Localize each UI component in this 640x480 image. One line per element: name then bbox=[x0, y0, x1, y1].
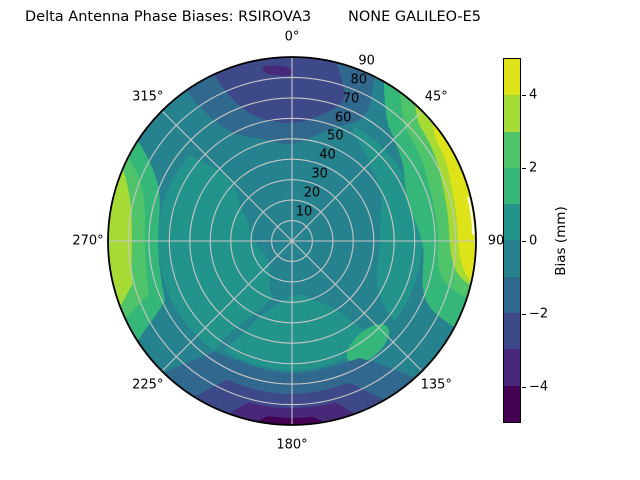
colorbar-axis-label: Bias (mm) bbox=[553, 206, 569, 276]
chart-title: Delta Antenna Phase Biases: RSIROVA3 NON… bbox=[25, 9, 482, 25]
polar-outline bbox=[107, 56, 477, 426]
grid-spoke-45-225 bbox=[161, 110, 423, 372]
colorbar-band-8 bbox=[504, 349, 520, 386]
contour-band-east-yellow bbox=[432, 122, 476, 283]
polar-grid bbox=[108, 57, 476, 425]
contour-band-south-purple bbox=[256, 416, 324, 425]
colorbar-band-3 bbox=[504, 167, 520, 205]
contour-band-west-tealgreen bbox=[157, 155, 272, 351]
contour-band-north-darkblue bbox=[214, 57, 345, 124]
contour-band-west-yellowgreen bbox=[108, 169, 133, 307]
colorbar-band-4 bbox=[504, 204, 520, 241]
colorbar-band-6 bbox=[504, 276, 520, 314]
contour-band-east-tealgreen bbox=[353, 126, 423, 322]
colorbar-band-5 bbox=[504, 240, 520, 277]
colorbar-band-2 bbox=[504, 131, 520, 168]
colorbar-band-0 bbox=[504, 59, 520, 96]
colorbar-band-1 bbox=[504, 95, 520, 132]
contour-blob-southeast-green bbox=[346, 324, 390, 364]
colorbar bbox=[503, 58, 521, 423]
contour-blob-north-indigo bbox=[262, 65, 294, 76]
contour-band-south-tealgreen bbox=[223, 294, 375, 371]
colorbar-band-9 bbox=[504, 385, 520, 422]
contour-white-gap-arc bbox=[467, 196, 475, 235]
colorbar-band-7 bbox=[504, 313, 520, 350]
